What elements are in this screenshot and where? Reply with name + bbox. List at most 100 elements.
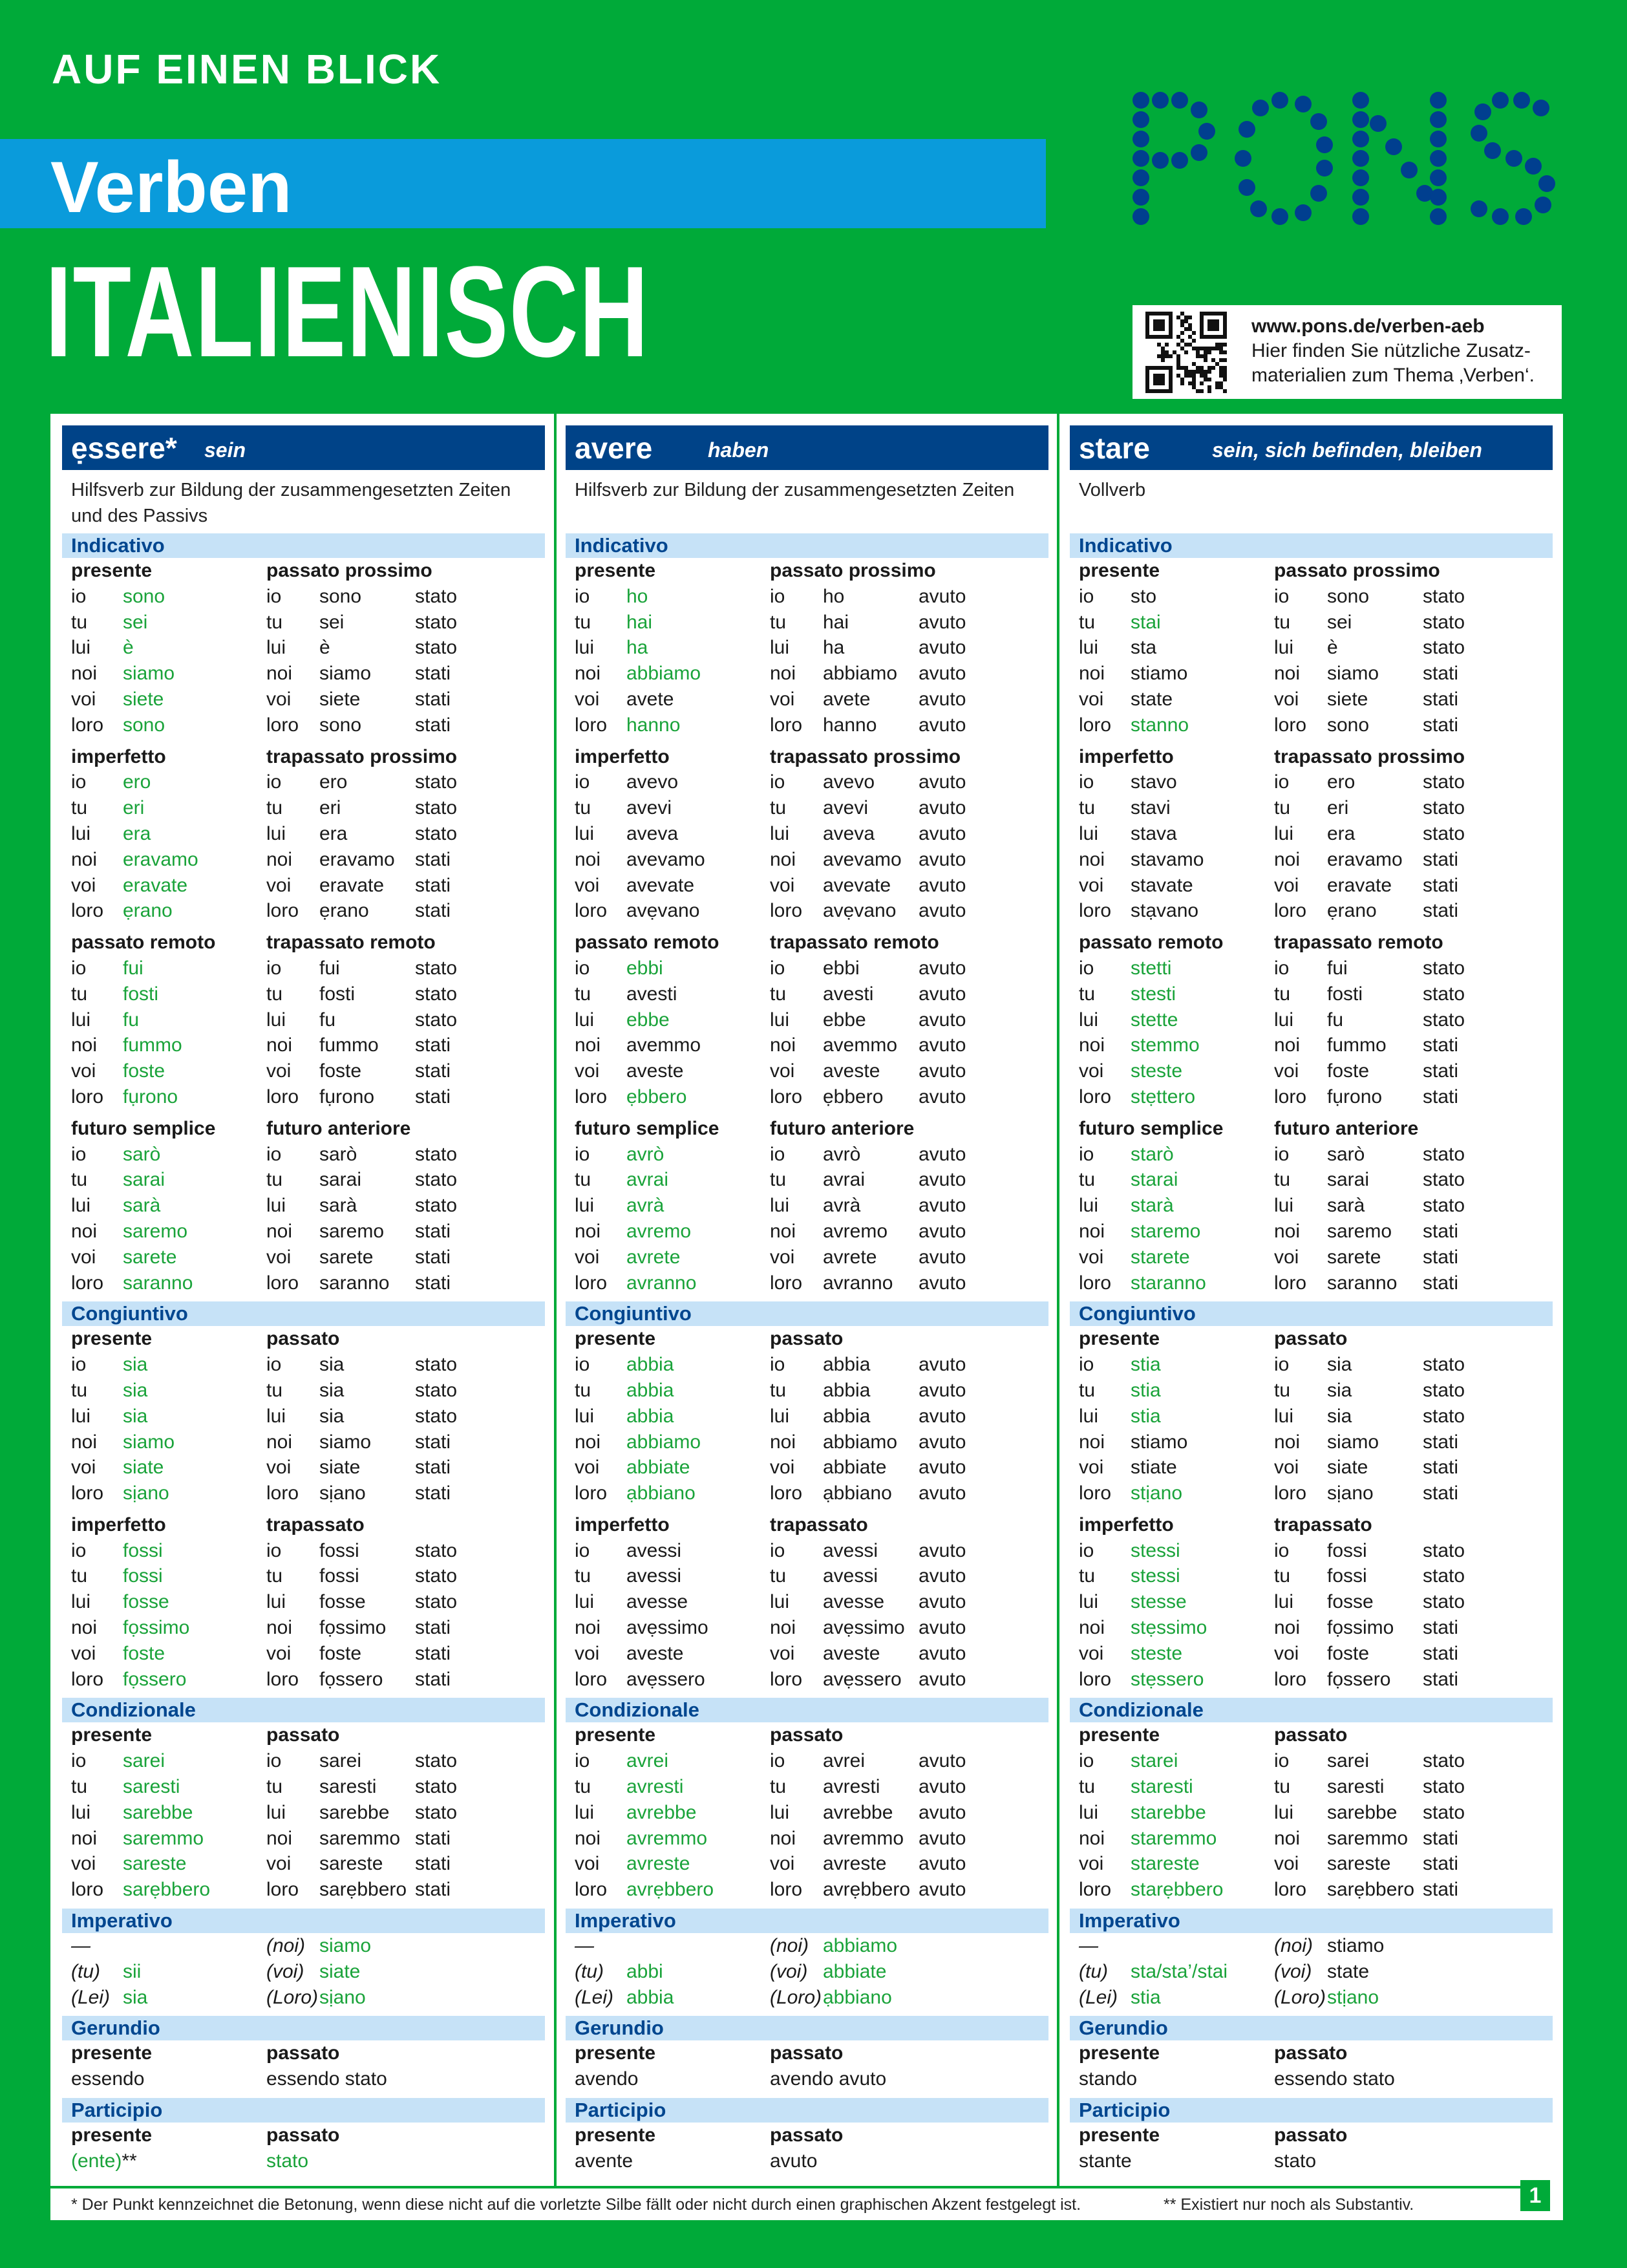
- qr-text-line2: materialien zum Thema ‚Verben‘.: [1251, 365, 1535, 386]
- person: lui: [770, 1405, 790, 1427]
- past-participle: stato: [1423, 1009, 1465, 1031]
- logo-dot: [1430, 208, 1447, 225]
- auxiliary-form: siamo: [1327, 1431, 1379, 1453]
- person: voi: [1274, 1853, 1299, 1875]
- person: tu: [1274, 797, 1291, 819]
- person: lui: [1079, 1801, 1099, 1823]
- auxiliary-form: ẹbbero: [823, 1086, 884, 1107]
- verb-form: ho: [626, 585, 648, 607]
- person: loro: [1079, 900, 1112, 922]
- past-participle: avuto: [919, 1009, 966, 1031]
- auxiliary-form: sia: [1327, 1405, 1352, 1427]
- verb-description: Hilfsverb zur Bildung der zusammengesetz…: [566, 470, 1048, 527]
- section-congiuntivo: Congiuntivo: [1070, 1301, 1553, 1327]
- language-title: ITALIENISCH: [45, 240, 650, 384]
- logo-dot: [1250, 200, 1267, 217]
- past-participle: stato: [415, 1195, 458, 1217]
- tense-header: imperfetto trapassato: [1070, 1512, 1553, 1538]
- auxiliary-form: fu: [1327, 1009, 1344, 1031]
- auxiliary-form: eri: [319, 797, 341, 819]
- person: noi: [1274, 1034, 1301, 1056]
- auxiliary-form: sịano: [1327, 1482, 1374, 1504]
- verb-form: avessi: [626, 1539, 682, 1561]
- conjugation-row: tu stesti tu fosti stato: [1070, 981, 1553, 1007]
- conjugation-row: io starò io sarò stato: [1070, 1142, 1553, 1168]
- past-participle: stato: [1423, 1405, 1465, 1427]
- auxiliary-form: abbiamo: [823, 663, 898, 685]
- person: voi: [1079, 1457, 1104, 1479]
- verb-form: avrẹbbero: [626, 1879, 714, 1901]
- tense-block: futuro semplice futuro anteriore io starò io…: [1070, 1116, 1553, 1296]
- qr-code-icon[interactable]: [1145, 312, 1227, 393]
- auxiliary-form: siete: [1327, 688, 1368, 710]
- tense-header: passato remoto trapassato remoto: [1070, 930, 1553, 956]
- past-participle: stato: [415, 1565, 458, 1587]
- person: lui: [1079, 1195, 1099, 1217]
- person: tu: [266, 1565, 283, 1587]
- past-participle: stati: [1423, 714, 1459, 736]
- conjugation-row: tu saresti tu saresti stato: [62, 1774, 545, 1800]
- past-form: essendo stato: [1274, 2068, 1395, 2090]
- verb-column-2: stare sein, sich befinden, bleiben Vollver…: [1070, 425, 1553, 2174]
- past-participle: avuto: [919, 771, 966, 793]
- conjugation-row: lui sarebbe lui sarebbe stato: [62, 1800, 545, 1826]
- person: lui: [575, 637, 595, 659]
- verb-form: steste: [1131, 1642, 1183, 1664]
- verb-form: fossi: [123, 1539, 163, 1561]
- conjugation-row: voi avreste voi avreste avuto: [566, 1851, 1048, 1877]
- auxiliary-form: sia: [1327, 1354, 1352, 1376]
- past-participle: stati: [1423, 688, 1459, 710]
- person: io: [1079, 1750, 1094, 1772]
- past-participle: avuto: [919, 1457, 966, 1479]
- column-divider: [1057, 414, 1059, 2187]
- person: io: [71, 1539, 87, 1561]
- conjugation-row: noi avẹssimo noi avẹssimo avuto: [566, 1615, 1048, 1641]
- person: loro: [71, 714, 104, 736]
- tense-name: futuro semplice: [71, 1117, 216, 1139]
- person: voi: [575, 688, 600, 710]
- person: loro: [1274, 900, 1307, 922]
- person: lui: [575, 1195, 595, 1217]
- person: lui: [71, 822, 91, 844]
- past-form: stato: [266, 2150, 309, 2172]
- tense-block: presente passato prossimo io ho io ho avuto tu h…: [566, 558, 1048, 738]
- logo-dot: [1515, 208, 1532, 225]
- person: tu: [71, 1565, 88, 1587]
- conjugation-row: io fossi io fossi stato: [62, 1538, 545, 1564]
- auxiliary-form: avrà: [823, 1195, 861, 1217]
- auxiliary-form: siamo: [319, 1431, 372, 1453]
- description-line: Hilfsverb zur Bildung der zusammengesetz…: [575, 480, 1015, 500]
- auxiliary-form: avrebbe: [823, 1801, 893, 1823]
- present-form-value: avente: [575, 2150, 633, 2172]
- person: io: [71, 1750, 87, 1772]
- person: lui: [1274, 1591, 1294, 1613]
- person: lui: [266, 1801, 286, 1823]
- form-header: presente passato: [62, 2123, 545, 2148]
- compound-tense-name: futuro anteriore: [770, 1117, 915, 1139]
- past-participle: avuto: [919, 714, 966, 736]
- conjugation-row: lui avesse lui avesse avuto: [566, 1589, 1048, 1615]
- logo-dot: [1198, 123, 1215, 140]
- person: loro: [770, 714, 803, 736]
- person: noi: [1079, 848, 1105, 870]
- form-name: passato: [266, 2042, 340, 2064]
- qr-url[interactable]: www.pons.de/verben-aeb: [1251, 316, 1485, 337]
- verb-form: avẹssero: [626, 1668, 705, 1690]
- person: voi: [71, 1246, 96, 1268]
- person: tu: [575, 797, 591, 819]
- present-form-value: stante: [1079, 2150, 1132, 2172]
- conjugation-row: lui ha lui ha avuto: [566, 635, 1048, 661]
- kicker-title: AUF EINEN BLICK: [52, 46, 442, 92]
- conjugation-row: lui stia lui sia stato: [1070, 1404, 1553, 1429]
- person: noi: [71, 1617, 98, 1639]
- tense-header: futuro semplice futuro anteriore: [566, 1116, 1048, 1142]
- past-participle: avuto: [919, 1246, 966, 1268]
- person: noi: [266, 1034, 293, 1056]
- verb-form: stiamo: [1131, 663, 1188, 685]
- auxiliary-form: sei: [319, 611, 345, 633]
- section-imperativo: Imperativo: [1070, 1909, 1553, 1934]
- auxiliary-form: abbia: [823, 1405, 871, 1427]
- compound-tense-name: trapassato prossimo: [1274, 745, 1465, 767]
- auxiliary-form: eravamo: [319, 848, 395, 870]
- verb-form: sto: [1131, 585, 1157, 607]
